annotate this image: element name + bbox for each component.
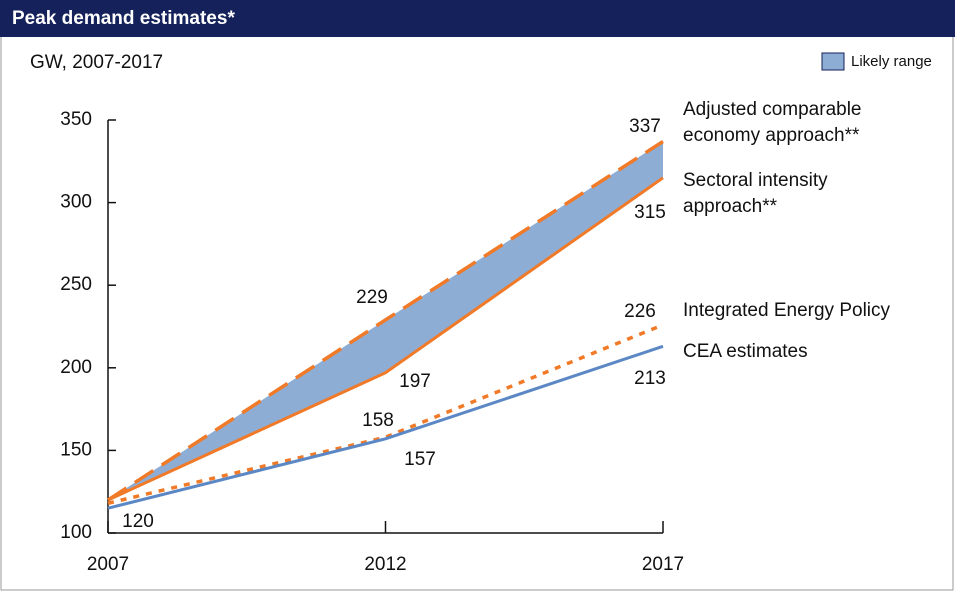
series-line [107,323,664,505]
y-tick-label: 300 [60,192,92,213]
y-tick-label: 150 [60,439,92,460]
data-label: 213 [634,368,666,389]
series-line [107,344,664,510]
data-label: 226 [624,301,656,322]
legend-label: Likely range [851,53,932,70]
data-label: 229 [356,287,388,308]
y-tick-label: 100 [60,522,92,543]
series-name: Adjusted comparable economy approach** [683,99,862,146]
series-line [107,140,664,502]
x-tick-label: 2012 [364,554,406,575]
data-label: 158 [362,410,394,431]
y-tick-label: 200 [60,357,92,378]
data-label: 337 [629,116,661,137]
series-line [107,176,664,502]
legend-swatch [821,52,845,71]
y-tick-label: 350 [60,109,92,130]
x-tick-label: 2007 [87,554,129,575]
data-label: 315 [634,202,666,223]
title-bar [0,0,955,37]
data-label: 157 [404,449,436,470]
series-name: Integrated Energy Policy [683,300,891,321]
data-label: 197 [399,371,431,392]
chart-title: Peak demand estimates* [12,8,235,29]
series-name: Sectoral intensity approach** [683,170,828,217]
series-name: CEA estimates [683,341,808,362]
subtitle: GW, 2007-2017 [30,52,163,73]
x-tick-label: 2017 [642,554,684,575]
data-label: 120 [122,511,154,532]
y-tick-label: 250 [60,274,92,295]
